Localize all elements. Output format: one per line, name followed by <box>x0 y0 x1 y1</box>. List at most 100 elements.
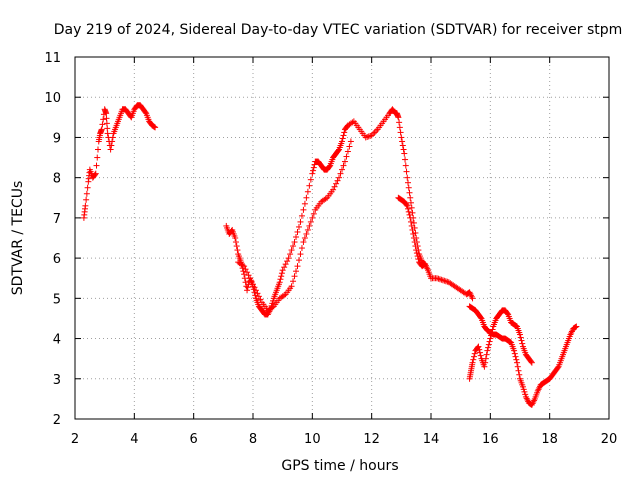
data-point-fill <box>83 196 90 203</box>
data-point-fill <box>403 168 410 175</box>
data-point-fill <box>513 322 520 329</box>
data-point-fill <box>322 195 329 202</box>
data-point-fill <box>554 364 561 371</box>
data-point-fill <box>488 332 495 339</box>
data-point-fill <box>281 292 288 299</box>
y-tick-label: 9 <box>53 131 61 146</box>
data-point-fill <box>94 146 101 153</box>
data-point-fill <box>250 281 256 288</box>
x-tick-label: 18 <box>541 432 558 447</box>
data-point <box>291 239 298 246</box>
data-point <box>306 222 313 229</box>
data-point <box>285 255 292 262</box>
x-tick-label: 4 <box>130 432 138 447</box>
data-point-fill <box>298 245 305 252</box>
data-point-fill <box>521 388 528 395</box>
data-point-fill <box>99 121 106 128</box>
data-point <box>303 194 310 201</box>
data-point <box>484 347 491 354</box>
data-point <box>401 150 408 157</box>
data-point-fill <box>519 340 526 347</box>
data-point-fill <box>310 164 317 171</box>
data-point-fill <box>340 162 347 169</box>
data-point-fill <box>239 262 246 269</box>
data-point-fill <box>331 183 338 190</box>
data-point <box>469 295 476 302</box>
data-point-fill <box>270 297 277 304</box>
data-point <box>309 170 316 177</box>
grid <box>75 57 609 419</box>
y-tick-label: 2 <box>53 413 61 428</box>
y-tick-label: 7 <box>53 212 61 227</box>
data-point <box>232 235 239 241</box>
data-point-fill <box>301 200 308 207</box>
data-point-fill <box>234 247 241 254</box>
data-point-fill <box>482 359 489 366</box>
data-point-fill <box>476 349 483 356</box>
data-point-fill <box>400 146 407 153</box>
y-axis-title: SDTVAR / TECUs <box>10 181 26 296</box>
data-point-fill <box>337 170 344 177</box>
data-point-fill <box>150 123 157 130</box>
data-point <box>276 279 283 286</box>
data-point-fill <box>413 250 420 257</box>
data-point <box>528 359 535 366</box>
data-point-fill <box>233 243 240 250</box>
data-point <box>92 170 99 177</box>
data-point <box>395 114 402 121</box>
data-point <box>347 138 354 145</box>
data-point-fill <box>408 222 415 229</box>
data-point-fill <box>290 243 297 250</box>
data-point-fill <box>242 266 249 273</box>
data-point-fill <box>512 353 519 360</box>
data-point-fill <box>103 120 110 127</box>
x-tick-label: 6 <box>190 432 198 447</box>
data-point-fill <box>407 199 414 206</box>
data-point-fill <box>245 272 252 279</box>
data-point <box>103 110 110 117</box>
data-point <box>398 134 405 141</box>
data-point-fill <box>301 235 308 241</box>
data-point <box>339 138 345 145</box>
data-point-fill <box>405 179 412 186</box>
data-point-fill <box>520 386 527 393</box>
data-point-fill <box>277 276 284 283</box>
y-tick-label: 11 <box>44 51 61 66</box>
y-tick-label: 5 <box>53 292 61 307</box>
data-point-fill <box>104 125 111 132</box>
data-point-fill <box>436 276 443 283</box>
data-point-fill <box>506 338 513 345</box>
data-point-fill <box>403 201 410 208</box>
data-point-fill <box>471 353 478 360</box>
y-tick-label: 10 <box>44 91 61 106</box>
data-point-fill <box>409 226 416 233</box>
data-point-fill <box>127 113 134 120</box>
data-point-fill <box>109 134 116 141</box>
data-point-fill <box>343 153 350 160</box>
data-point-fill <box>294 228 301 235</box>
data-point <box>330 186 337 193</box>
data-point-fill <box>244 269 251 276</box>
data-point-fill <box>477 352 484 359</box>
data-point-fill <box>415 256 422 263</box>
data-point-fill <box>489 326 496 333</box>
data-point <box>107 146 114 153</box>
data-point-fill <box>476 346 483 353</box>
data-point-fill <box>399 138 406 145</box>
data-point-fill <box>364 133 371 140</box>
data-point <box>82 202 89 209</box>
data-point <box>244 287 251 294</box>
data-point <box>336 174 343 181</box>
data-point-fill <box>412 243 419 250</box>
data-point-fill <box>293 233 300 240</box>
data-point-fill <box>151 123 158 130</box>
data-point-fill <box>335 147 342 154</box>
x-tick-label: 12 <box>363 432 380 447</box>
data-point-fill <box>284 258 291 265</box>
data-point-fill <box>410 235 417 241</box>
data-point <box>247 275 254 282</box>
data-point-fill <box>514 363 521 370</box>
data-point-fill <box>504 310 511 317</box>
data-point-fill <box>486 338 493 345</box>
